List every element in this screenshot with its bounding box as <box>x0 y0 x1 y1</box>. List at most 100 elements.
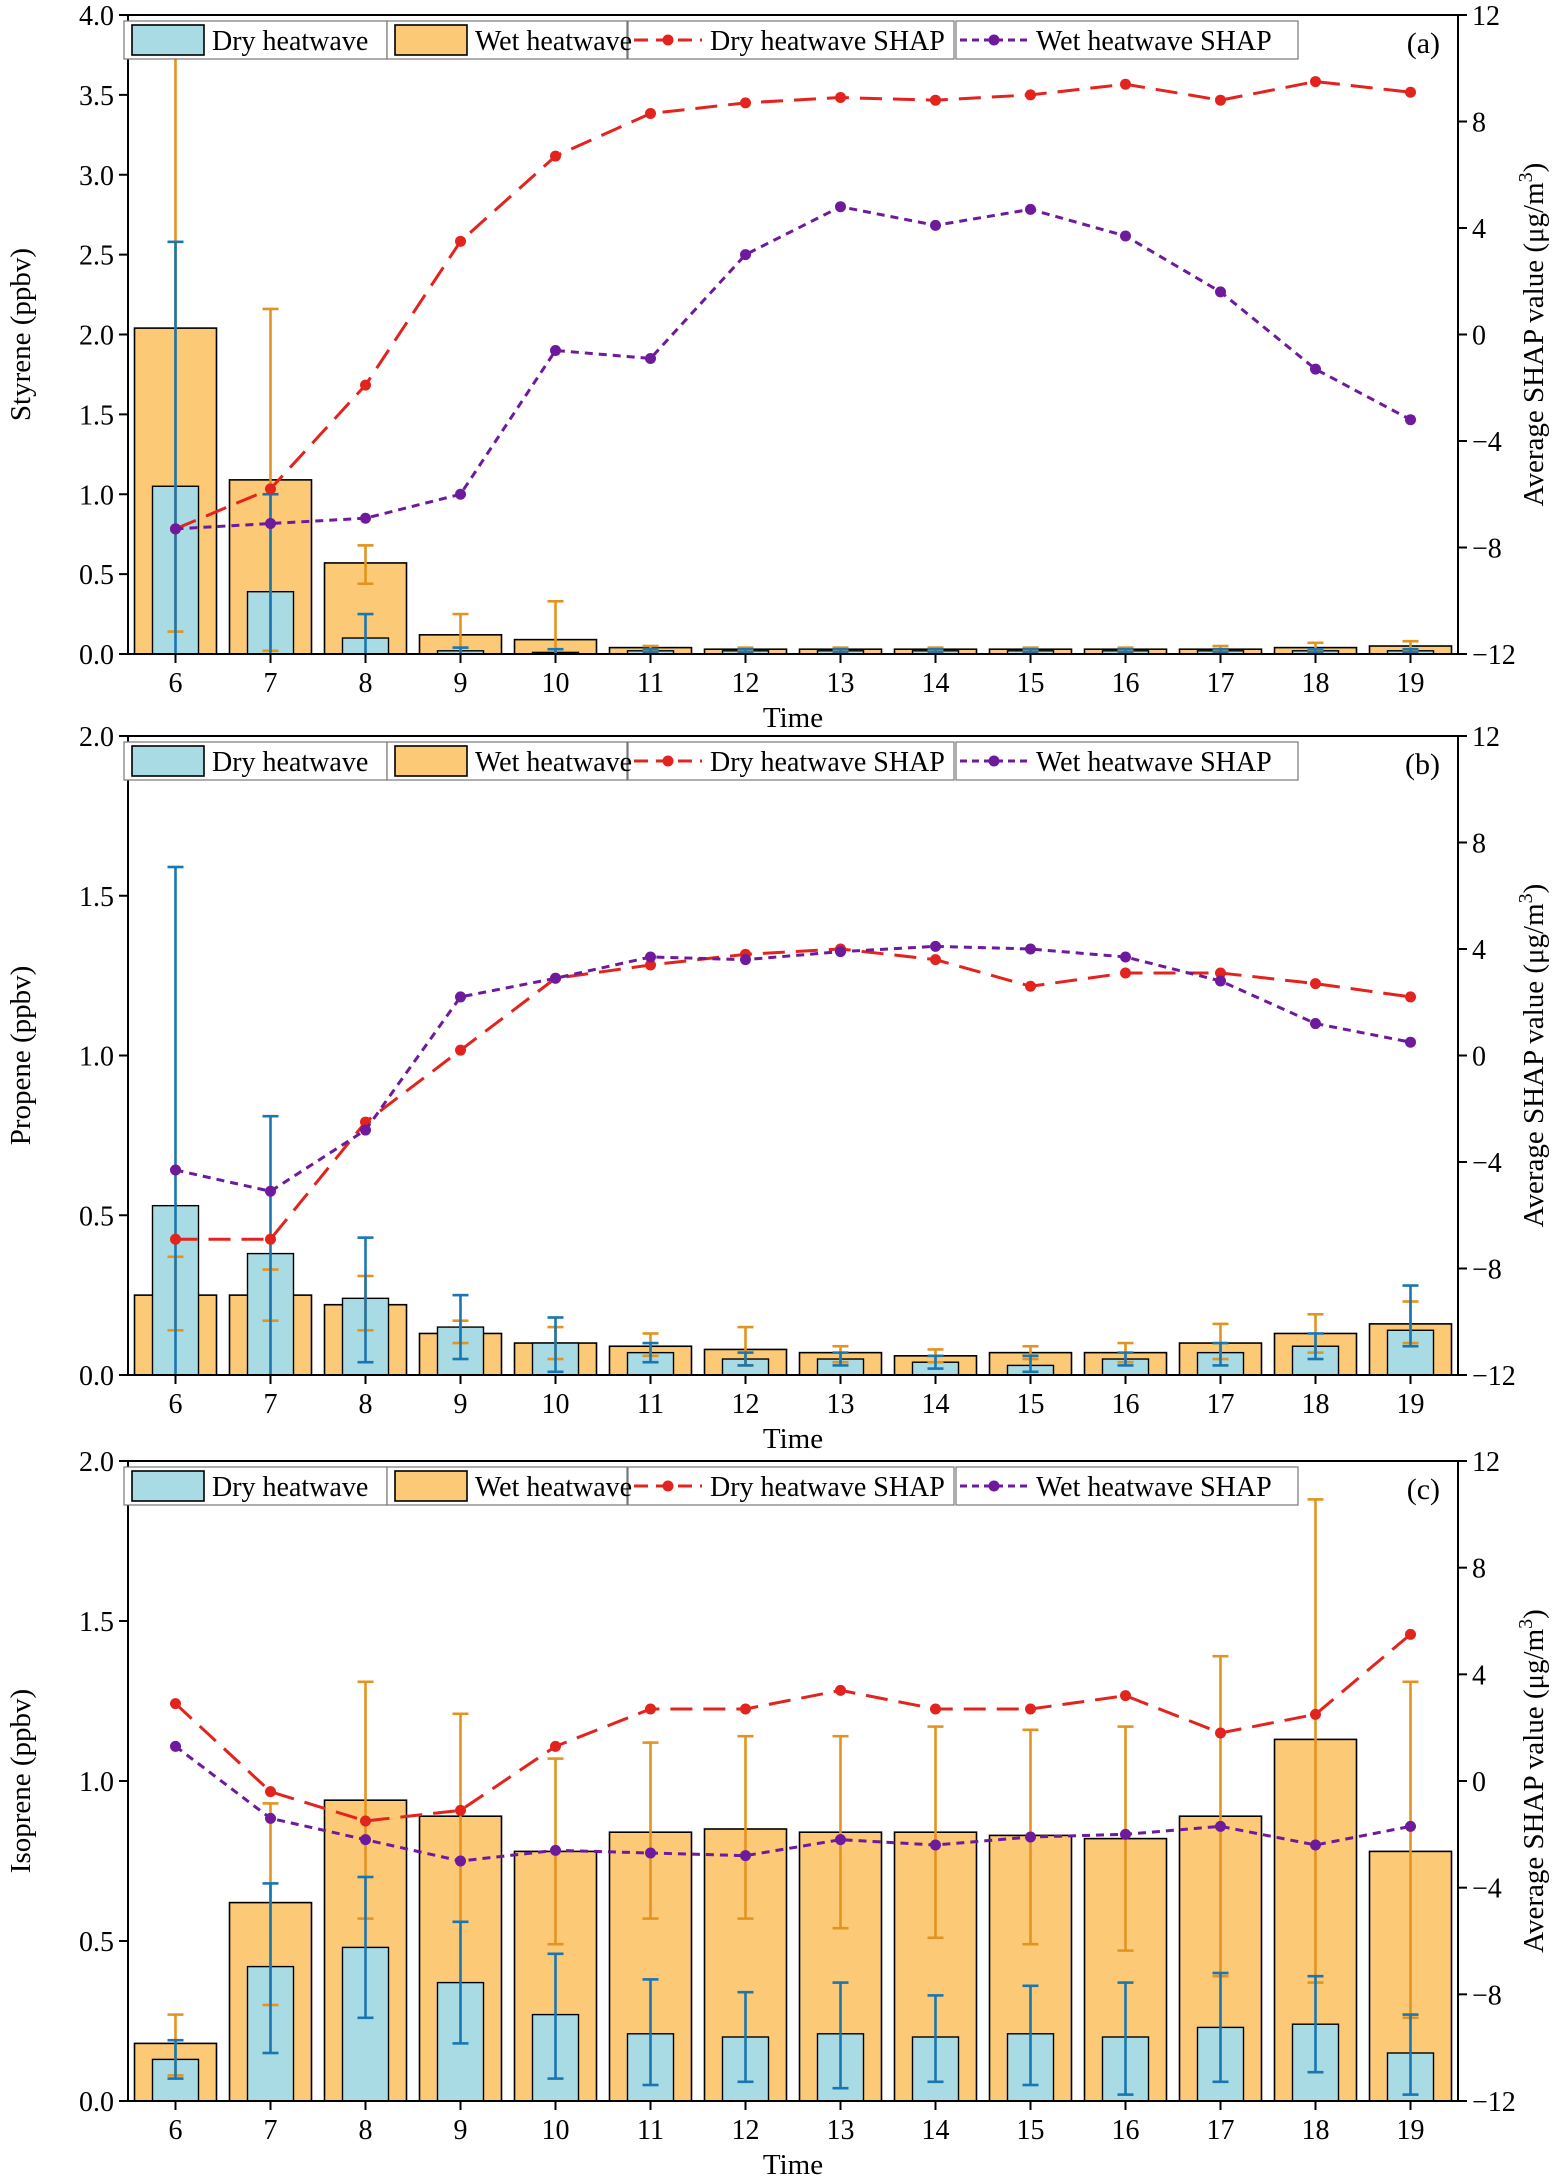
wet-heatwave-shap-point <box>360 1834 371 1846</box>
dry-heatwave-shap-point <box>170 1698 181 1710</box>
wet-heatwave-shap-point <box>170 523 181 535</box>
x-tick-label: 12 <box>732 668 760 699</box>
legend-swatch-wet <box>394 1470 468 1502</box>
dry-heatwave-shap-point <box>1405 86 1416 98</box>
legend-label-wet-shap: Wet heatwave SHAP <box>1036 1472 1272 1503</box>
wet-heatwave-shap-point <box>835 201 846 213</box>
legend-swatch-dry <box>131 1470 205 1502</box>
dry-heatwave-shap-point <box>1215 1727 1226 1739</box>
wet-heatwave-shap-point <box>170 1740 181 1752</box>
dry-heatwave-shap-point <box>1405 1628 1416 1640</box>
wet-heatwave-error-bars <box>167 1498 1419 2077</box>
dry-heatwave-shap-path <box>174 80 1411 531</box>
wet-heatwave-shap-point <box>360 512 371 524</box>
x-tick-label: 7 <box>264 2115 278 2146</box>
wet-heatwave-shap-point <box>1215 286 1226 298</box>
legend: Dry heatwave Wet heatwave Dry heatwave SHA… <box>123 741 1299 781</box>
y-axis-left: 0.0 0.5 1.0 1.5 2.0 <box>79 1447 128 2118</box>
legend-marker-wet-shap <box>988 1480 1000 1492</box>
x-tick-label: 12 <box>732 2115 760 2146</box>
dry-heatwave-shap-point <box>550 1740 561 1752</box>
wet-heatwave-error-bars <box>167 21 1419 654</box>
y2-tick-label: −4 <box>1472 1148 1502 1179</box>
y2-tick-label: −12 <box>1472 1361 1516 1392</box>
bars <box>133 1204 1453 1376</box>
wet-heatwave-shap-point <box>455 991 466 1003</box>
dry-heatwave-shap-point <box>835 1684 846 1696</box>
wet-heatwave-shap-path <box>174 1745 1411 1863</box>
wet-heatwave-shap-point <box>645 1847 656 1859</box>
legend-label-dry: Dry heatwave <box>212 26 368 57</box>
panel-1: 0.00.51.01.52.02.53.03.54.0−12−8−4048126… <box>5 1 1550 734</box>
wet-heatwave-shap-point <box>740 954 751 966</box>
wet-heatwave-shap-point <box>265 518 276 530</box>
plot-frame <box>127 14 1459 655</box>
x-tick-label: 11 <box>637 668 664 699</box>
dry-heatwave-shap-point <box>740 97 751 109</box>
x-tick-label: 9 <box>454 1389 468 1420</box>
x-tick-label: 19 <box>1397 668 1425 699</box>
x-tick-label: 14 <box>922 1389 950 1420</box>
wet-heatwave-shap-point <box>645 352 656 364</box>
dry-heatwave-shap-point <box>360 1815 371 1827</box>
x-tick-label: 8 <box>359 668 373 699</box>
y-tick-label: 0.0 <box>79 2087 114 2118</box>
y-tick-label: 0.5 <box>79 1201 114 1232</box>
y2-tick-label: −4 <box>1472 427 1502 458</box>
dry-heatwave-shap-point <box>170 1233 181 1245</box>
dry-heatwave-shap-point <box>930 954 941 966</box>
legend-label-dry: Dry heatwave <box>212 1472 368 1503</box>
y-axis-left: 0.0 0.5 1.0 1.5 2.0 <box>79 722 128 1392</box>
plot-frame <box>127 735 1459 1376</box>
x-tick-label: 10 <box>542 1389 570 1420</box>
x-tick-label: 16 <box>1112 2115 1140 2146</box>
wet-heatwave-shap-point <box>550 972 561 984</box>
dry-heatwave-shap-point <box>1120 78 1131 90</box>
wet-heatwave-shap-point <box>930 219 941 231</box>
dry-heatwave-shap-point <box>550 150 561 162</box>
dry-heatwave-error-bars <box>167 1875 1419 2096</box>
wet-heatwave-shap-point <box>740 249 751 261</box>
legend: Dry heatwave Wet heatwave Dry heatwave SHA… <box>123 1466 1299 1506</box>
wet-heatwave-shap-point <box>1120 951 1131 963</box>
panel-3: 0.0 0.5 1.0 1.5 2.0 −12 −8 −4 0 4 8 12 6 7 8 9 10 11 12 13 1… <box>5 1447 1550 2177</box>
wet-heatwave-shap-point <box>1405 1036 1416 1048</box>
wet-heatwave-shap-point <box>1310 1839 1321 1851</box>
dry-heatwave-shap-point <box>835 92 846 104</box>
x-tick-label: 18 <box>1302 1389 1330 1420</box>
bars <box>133 1738 1453 2102</box>
y-tick-label: 2.5 <box>79 241 114 272</box>
legend-label-dry-shap: Dry heatwave SHAP <box>710 747 945 778</box>
wet-heatwave-shap-point <box>1405 1820 1416 1832</box>
wet-heatwave-shap-point <box>740 1850 751 1862</box>
y-tick-label: 0.5 <box>79 1927 114 1958</box>
wet-heatwave-shap-point <box>1215 975 1226 987</box>
y-tick-label: 2.0 <box>79 321 114 352</box>
legend-label-dry: Dry heatwave <box>212 747 368 778</box>
wet-heatwave-shap-point <box>265 1185 276 1197</box>
wet-heatwave-shap-point <box>550 344 561 356</box>
y2-tick-label: −8 <box>1472 1980 1502 2011</box>
x-tick-label: 17 <box>1207 2115 1235 2146</box>
dry-heatwave-shap-point <box>1025 980 1036 992</box>
x-axis-title: Time <box>763 2149 823 2177</box>
x-tick-label: 6 <box>169 1389 183 1420</box>
y-tick-label: 0.0 <box>79 640 114 671</box>
y2-tick-label: 12 <box>1472 1 1500 32</box>
x-tick-label: 14 <box>922 2115 950 2146</box>
wet-heatwave-shap-point <box>1025 1831 1036 1843</box>
dry-heatwave-shap-point <box>265 1786 276 1798</box>
y-axis-title: Propene (ppbv) <box>5 966 37 1146</box>
x-tick-label: 15 <box>1017 668 1045 699</box>
y2-tick-label: 4 <box>1472 935 1486 966</box>
x-tick-label: 19 <box>1397 1389 1425 1420</box>
legend-swatch-wet <box>394 745 468 777</box>
wet-heatwave-shap-point <box>360 1124 371 1136</box>
legend-label-wet: Wet heatwave <box>475 1472 632 1503</box>
dry-heatwave-shap-point <box>1025 1703 1036 1715</box>
dry-heatwave-shap-point <box>1310 76 1321 88</box>
legend-marker-wet-shap <box>988 34 1000 46</box>
y2-axis-title: Average SHAP value (μg/m3) <box>1515 1609 1550 1953</box>
y-tick-label: 1.0 <box>79 480 114 511</box>
